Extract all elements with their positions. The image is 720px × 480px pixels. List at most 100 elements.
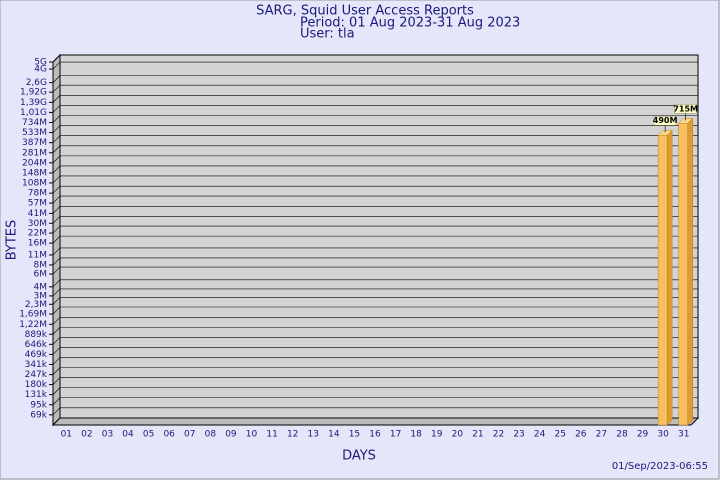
grid-line [52,225,61,234]
grid-line [52,257,61,266]
y-tick-label: 533M [22,128,47,138]
grid-line [52,155,61,164]
y-tick-label: 281M [22,148,47,158]
y-tick-label: 16M [28,239,47,249]
y-tick-label: 5G [34,58,47,68]
y-tick-label: 4M [34,282,48,292]
y-tick-label: 247k [25,370,48,380]
y-axis-label: BYTES [5,220,20,261]
y-tick-label: 131k [25,390,48,400]
x-tick-label: 07 [184,430,195,440]
y-tick-label: 69k [30,410,47,420]
y-tick-label: 1,69M [19,310,47,320]
grid-line [52,347,61,355]
x-tick-label: 14 [328,430,340,440]
y-tick-label: 41M [28,209,47,219]
grid-line [52,247,61,256]
y-tick-label: 646k [25,340,48,350]
grid-line [52,185,61,194]
x-tick-label: 06 [163,430,175,440]
x-tick-label: 30 [657,430,669,440]
floor [51,417,700,426]
y-tick-label: 341k [25,360,48,370]
y-tick-label: 8M [34,260,48,270]
bar [678,123,688,426]
grid-line [52,75,61,83]
grid-line [52,145,61,153]
y-tick-label: 1,22M [19,320,47,330]
grid-line [52,279,61,288]
x-tick-label: 04 [122,430,134,440]
x-tick-label: 21 [472,430,483,440]
chart-subtitle: Period: 01 Aug 2023-31 Aug 2023 [300,16,520,31]
y-tick-label: 78M [28,189,47,199]
value-label: 490M [653,116,678,125]
y-tick-label: 2,3M [25,300,47,310]
grid-line [52,175,61,184]
x-tick-label: 24 [534,430,546,440]
x-tick-label: 18 [410,430,422,440]
x-tick-label: 27 [596,430,607,440]
x-tick-label: 25 [554,430,565,440]
x-tick-label: 16 [369,430,381,440]
x-tick-label: 02 [81,430,92,440]
timestamp: 01/Sep/2023-06:55 [612,461,708,472]
y-tick-label: 180k [25,380,48,390]
x-tick-label: 31 [678,430,689,440]
grid-line [52,377,61,385]
bar-side [687,117,693,426]
grid-line [52,195,61,204]
grid-line [52,397,61,405]
x-tick-label: 11 [266,430,277,440]
y-tick-label: 2,6G [26,78,47,88]
grid-line [52,54,61,63]
bar-side [666,129,673,426]
y-tick-label: 204M [22,158,47,168]
grid-line [52,125,61,133]
x-tick-label: 20 [452,430,464,440]
grid-line [52,135,61,143]
x-axis-label: DAYS [342,449,376,464]
grid-line [52,288,61,297]
grid-line [52,115,61,123]
bar [657,134,668,426]
y-tick-label: 11M [28,250,47,260]
grid-line [52,407,61,416]
y-tick-label: 6M [34,270,48,280]
x-tick-label: 05 [143,430,154,440]
x-tick-label: 22 [493,430,504,440]
x-tick-label: 17 [390,430,401,440]
x-tick-label: 01 [61,430,72,440]
x-tick-label: 03 [102,430,113,440]
y-tick-label: 108M [22,178,47,188]
grid-line [52,317,61,325]
chart-user: User: tla [300,27,355,42]
y-tick-label: 469k [25,350,48,360]
grid-line [52,387,61,395]
x-tick-label: 10 [246,430,258,440]
chart-title: SARG, Squid User Access Reports [256,4,474,19]
grid-line [52,337,61,345]
back-wall [59,54,699,419]
grid-line [52,206,61,214]
grid-line [52,266,61,275]
grid-line [52,297,61,305]
y-tick-label: 4G [34,65,47,75]
grid-line [52,84,61,93]
y-tick-label: 57M [28,199,47,209]
x-tick-label: 08 [205,430,217,440]
x-tick-label: 19 [431,430,443,440]
x-tick-label: 29 [637,430,649,440]
x-tick-label: 12 [287,430,298,440]
grid-line [52,95,61,103]
y-tick-label: 148M [22,168,47,178]
y-tick-label: 387M [22,138,47,148]
x-tick-label: 13 [308,430,319,440]
grid-line [52,165,61,174]
grid-line [52,216,61,224]
y-tick-label: 1,92G [20,88,47,98]
y-tick-label: 734M [22,118,47,128]
x-tick-label: 23 [513,430,524,440]
y-tick-label: 889k [25,330,48,340]
